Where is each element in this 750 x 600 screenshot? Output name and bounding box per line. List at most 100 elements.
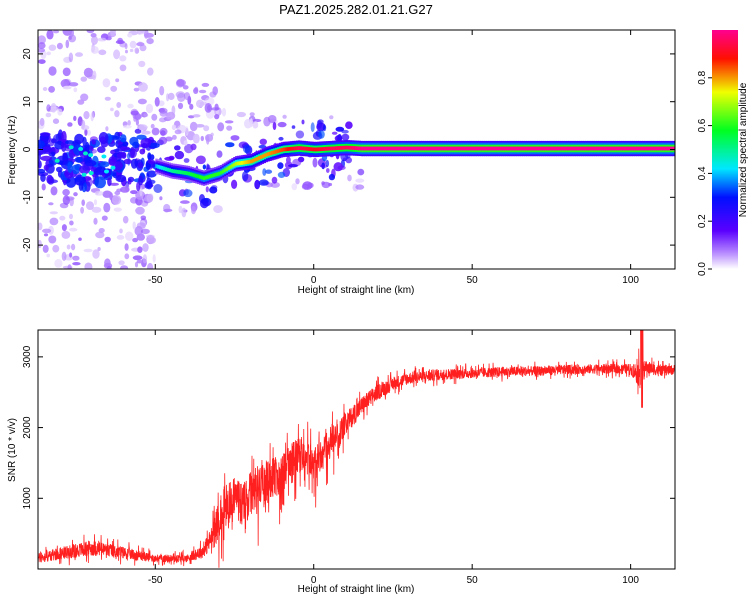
- noise-blob: [124, 243, 129, 251]
- y-tick-label: 10: [22, 96, 33, 108]
- noise-blob: [252, 118, 262, 123]
- noise-blob: [202, 164, 207, 170]
- noise-blob: [119, 64, 127, 72]
- ridge-core: [335, 146, 339, 150]
- ridge-core: [328, 146, 331, 151]
- ridge-core: [562, 146, 565, 151]
- noise-blob: [341, 129, 349, 134]
- noise-blob: [146, 38, 154, 45]
- ridge-core: [162, 166, 166, 171]
- cluster-blob: [123, 158, 132, 165]
- ridge-core: [168, 168, 171, 173]
- noise-blob: [347, 174, 352, 182]
- noise-blob: [291, 183, 298, 191]
- noise-blob: [136, 259, 143, 264]
- noise-blob: [98, 49, 107, 56]
- ridge-core: [225, 167, 228, 172]
- noise-blob: [90, 112, 94, 122]
- ridge-core: [567, 146, 571, 151]
- noise-blob: [159, 196, 163, 201]
- noise-blob: [104, 96, 111, 101]
- cluster-blob: [146, 170, 157, 178]
- noise-blob: [73, 257, 80, 261]
- noise-blob: [48, 235, 57, 244]
- cluster-blob: [138, 175, 144, 186]
- noise-blob: [291, 125, 296, 129]
- ridge-core: [495, 146, 498, 151]
- ridge-core: [178, 170, 181, 174]
- noise-blob: [84, 128, 88, 136]
- noise-blob: [258, 179, 269, 186]
- ridge-core: [539, 146, 542, 151]
- ridge-core: [455, 146, 459, 151]
- noise-blob: [136, 42, 145, 47]
- noise-blob: [236, 111, 246, 118]
- noise-blob: [141, 130, 151, 135]
- noise-blob: [195, 155, 206, 165]
- ridge-core: [653, 146, 656, 151]
- ridge-core: [491, 146, 495, 151]
- cluster-blob: [140, 137, 152, 148]
- ridge-core: [501, 146, 504, 151]
- noise-blob: [105, 126, 109, 132]
- cluster-blob: [147, 159, 156, 164]
- noise-blob: [42, 228, 52, 234]
- ridge-core: [459, 146, 462, 151]
- noise-blob: [174, 129, 182, 135]
- ridge-core: [282, 147, 286, 152]
- noise-blob: [115, 40, 125, 45]
- ridge-core: [503, 146, 506, 151]
- ridge-core: [174, 169, 177, 174]
- noise-blob: [110, 30, 116, 37]
- ridge-core: [609, 146, 613, 151]
- noise-blob: [277, 171, 286, 178]
- ridge-core: [412, 146, 415, 151]
- noise-blob: [295, 178, 300, 185]
- ridge-core: [275, 149, 278, 154]
- ridge-core: [351, 146, 354, 150]
- cluster-blob: [56, 166, 63, 173]
- noise-blob: [97, 37, 107, 42]
- noise-blob: [110, 85, 118, 92]
- noise-blob: [52, 30, 60, 34]
- ridge-core: [438, 146, 441, 151]
- noise-blob: [137, 246, 143, 253]
- noise-blob: [127, 120, 131, 126]
- noise-blob: [213, 205, 223, 214]
- ridge-core: [362, 146, 365, 151]
- ridge-core: [643, 146, 647, 151]
- noise-blob: [41, 183, 46, 191]
- noise-blob: [93, 199, 98, 206]
- ridge-core: [604, 146, 607, 151]
- ridge-core: [545, 146, 548, 151]
- noise-blob: [132, 255, 143, 261]
- ridge-core: [499, 146, 502, 151]
- noise-blob: [125, 231, 134, 241]
- noise-blob: [127, 33, 133, 38]
- noise-blob: [254, 179, 261, 190]
- ridge-core: [569, 146, 573, 151]
- noise-blob: [137, 124, 148, 131]
- ridge-core: [524, 146, 527, 151]
- noise-blob: [134, 128, 142, 134]
- x-tick-label: 100: [622, 275, 639, 286]
- cluster-blob: [74, 156, 84, 163]
- ridge-core: [277, 149, 280, 153]
- ridge-core: [605, 146, 609, 151]
- ridge-core: [493, 146, 497, 151]
- ridge-core: [514, 146, 517, 151]
- noise-blob: [139, 187, 143, 197]
- noise-blob: [86, 201, 94, 211]
- ridge-core: [221, 169, 225, 174]
- noise-blob: [39, 117, 45, 127]
- noise-blob: [147, 67, 154, 76]
- ridge-core: [556, 146, 559, 151]
- cluster-blob: [107, 177, 112, 187]
- ridge-core: [436, 146, 440, 151]
- ridge-core: [566, 146, 569, 151]
- ridge-core: [505, 146, 508, 151]
- noise-blob: [355, 178, 365, 183]
- ridge-core: [219, 170, 223, 175]
- noise-blob: [192, 133, 200, 144]
- ridge-core: [472, 146, 476, 151]
